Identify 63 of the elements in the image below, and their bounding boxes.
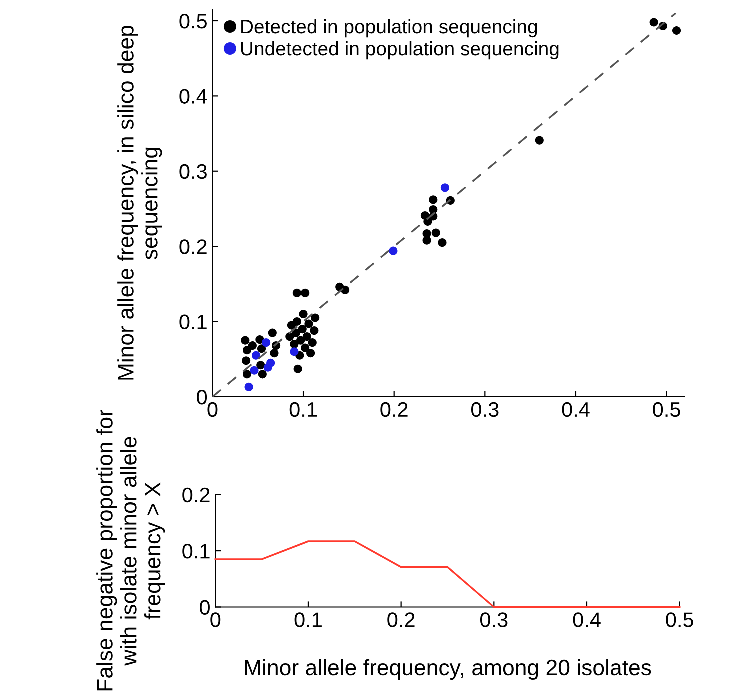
point: [258, 370, 267, 379]
y-tick-label: 0.1: [182, 544, 210, 559]
x-tick-label: 0.1: [290, 402, 317, 418]
point: [310, 326, 319, 336]
point: [290, 348, 299, 356]
x-tick-label: 0.2: [388, 612, 415, 628]
x-tick-label: 0.5: [653, 402, 680, 418]
x-tick-label: 0.4: [573, 612, 601, 628]
point: [301, 288, 310, 298]
point: [535, 136, 544, 145]
x-tick-label: 0.1: [294, 612, 322, 628]
point: [422, 236, 432, 245]
point: [429, 196, 438, 204]
point: [256, 361, 266, 370]
point: [292, 317, 302, 326]
y-axis-title: False negative proportion for with isolate minor allele frequency > X: [96, 410, 166, 691]
point: [306, 349, 316, 358]
point: [438, 238, 447, 248]
point: [292, 288, 302, 298]
y-tick-label: 0.2: [182, 488, 210, 503]
point: [242, 370, 252, 379]
x-tick-label: 0.2: [380, 402, 408, 418]
y-tick-label: 0.4: [180, 89, 208, 104]
point: [242, 356, 251, 366]
y-tick-label: 0.1: [180, 314, 207, 330]
x-tick-label: 0.5: [666, 612, 694, 628]
x-axis-title: Minor allele frequency, among 20 isolates: [245, 659, 652, 680]
point: [241, 336, 250, 345]
point: [298, 325, 307, 334]
x-tick-label: 0: [210, 612, 221, 628]
point: [311, 314, 320, 322]
point: [296, 336, 306, 345]
point: [308, 338, 317, 348]
point: [650, 18, 658, 27]
y-tick-label: 0: [200, 600, 210, 616]
point: [301, 344, 310, 352]
point: [250, 366, 259, 375]
point: [262, 338, 271, 348]
point: [302, 332, 312, 342]
y-tick-label: 0.3: [180, 164, 207, 180]
point: [294, 364, 302, 374]
x-tick-label: 0.4: [562, 402, 590, 418]
point: [299, 310, 308, 319]
point: [268, 328, 277, 338]
point: [248, 342, 257, 350]
point: [244, 382, 254, 392]
legend-label: Detected in population sequencing: [242, 19, 538, 38]
point: [257, 344, 266, 354]
legend-label: Undetected in population sequencing: [241, 41, 559, 60]
point: [304, 320, 314, 328]
point: [432, 228, 440, 238]
point: [440, 184, 450, 192]
x-tick-label: 0.3: [480, 612, 508, 628]
y-tick-label: 0.5: [180, 14, 207, 29]
point: [252, 351, 261, 360]
y-tick-label: 0: [197, 390, 208, 405]
x-tick-label: 0.3: [471, 402, 499, 418]
point: [270, 349, 279, 358]
point: [266, 358, 276, 368]
y-tick-label: 0.2: [180, 240, 207, 254]
point: [672, 26, 682, 36]
point: [389, 246, 398, 256]
y-axis-title: Minor allele frequency, in silico deep sequencing: [118, 26, 162, 380]
